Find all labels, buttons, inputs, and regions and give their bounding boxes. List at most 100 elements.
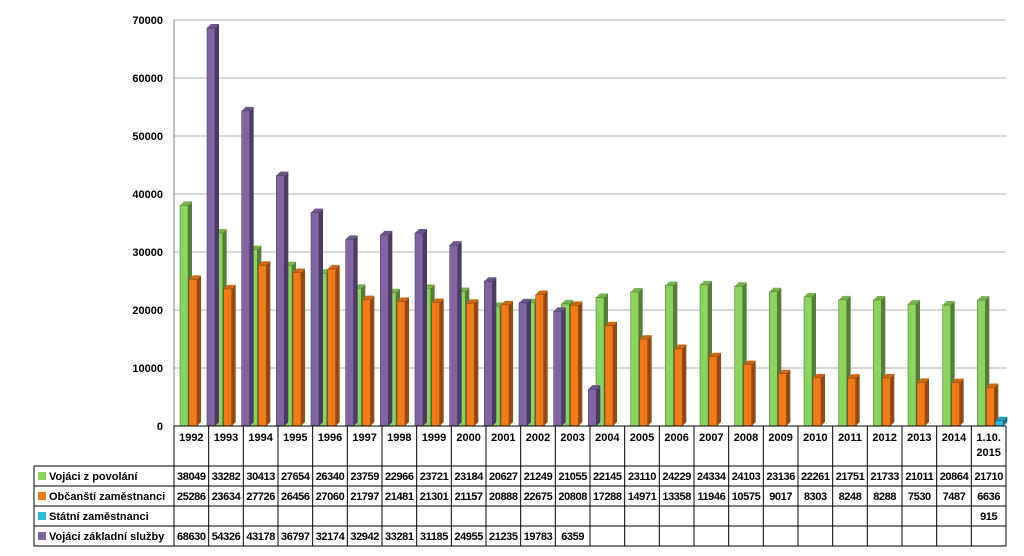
bar-front (665, 285, 674, 427)
bar-side (492, 277, 497, 426)
bar (500, 300, 513, 427)
bar-top (596, 293, 608, 298)
bar-side (249, 106, 254, 426)
bar-side (353, 235, 358, 426)
bar-front (907, 303, 917, 427)
data-label: 13358 (662, 491, 691, 503)
bar (708, 352, 721, 427)
bar-front (604, 325, 614, 427)
bar-front (292, 272, 302, 427)
bar-top (813, 373, 825, 378)
bar-side (717, 352, 721, 426)
bar-top (908, 300, 920, 305)
data-label: 27060 (316, 491, 345, 503)
data-label: 6359 (561, 531, 584, 543)
legend-swatch (38, 472, 46, 480)
bar-front (223, 288, 232, 427)
bar-front (847, 377, 856, 427)
x-tick-label: 2009 (768, 432, 792, 444)
data-label: 31185 (420, 531, 448, 543)
data-label: 22261 (801, 471, 830, 483)
bar (951, 378, 964, 427)
x-tick-label: 2006 (664, 432, 688, 444)
bar-front (414, 232, 424, 427)
bar-side (751, 360, 756, 426)
x-tick-label: 1994 (248, 432, 273, 444)
data-label: 21733 (870, 471, 899, 483)
bar-front (803, 296, 813, 427)
bar-top (665, 281, 678, 286)
data-label: 21157 (455, 491, 483, 503)
bar-side (301, 268, 305, 426)
data-label: 24334 (697, 471, 727, 483)
data-label: 27726 (246, 491, 275, 503)
bar (553, 307, 566, 427)
bar-top (466, 299, 479, 304)
x-tick-label: 1992 (179, 432, 203, 444)
x-tick-label: 2015 (976, 447, 1000, 459)
bar-top (917, 378, 929, 383)
data-label: 23634 (212, 491, 242, 503)
bar-front (310, 212, 320, 427)
data-label: 9017 (769, 491, 792, 503)
bar (570, 301, 583, 427)
data-label: 21249 (524, 471, 553, 483)
bar-side (786, 369, 791, 426)
bar-side (423, 228, 427, 426)
bar-front (838, 299, 847, 427)
data-label: 22675 (524, 491, 553, 503)
bar-top (847, 374, 860, 379)
bar-top (778, 369, 791, 374)
y-tick-label: 40000 (132, 189, 163, 201)
bar-top (561, 299, 574, 304)
data-label: 10575 (732, 491, 761, 503)
bar-top (189, 275, 201, 280)
legend-label: Vojáci základní služby (49, 531, 165, 543)
y-tick-label: 60000 (132, 73, 163, 85)
bar-top (327, 265, 340, 270)
data-label: 20864 (940, 471, 970, 483)
bar (847, 374, 860, 427)
y-tick-label: 50000 (132, 131, 163, 143)
data-label: 20888 (489, 491, 518, 503)
bar-side (319, 208, 323, 426)
bar-side (994, 383, 999, 426)
data-label: 21055 (558, 471, 587, 483)
bar-side (561, 307, 566, 426)
bar-side (925, 378, 929, 426)
bar-front (345, 239, 354, 427)
bar-side (405, 297, 409, 426)
bar-front (743, 364, 752, 427)
data-label: 21011 (905, 471, 933, 483)
bar-side (821, 373, 825, 426)
bar-top (838, 295, 851, 300)
data-label: 20627 (489, 471, 518, 483)
bar (986, 383, 999, 427)
y-tick-label: 10000 (132, 363, 163, 375)
bar-front (535, 294, 544, 427)
bar-side (578, 301, 583, 426)
bar (518, 298, 531, 427)
bar (604, 321, 617, 427)
data-label: 24103 (732, 471, 761, 483)
data-label: 26456 (281, 491, 310, 503)
bar-front (873, 299, 882, 427)
data-label: 11946 (697, 491, 725, 503)
bar-top (519, 298, 531, 303)
data-label: 30413 (246, 471, 275, 483)
bar-top (258, 261, 271, 266)
data-label: 22145 (593, 471, 622, 483)
bar-front (188, 279, 198, 427)
bar (327, 265, 340, 427)
y-tick-label: 30000 (132, 247, 163, 259)
data-label: 20808 (558, 491, 587, 503)
bar-side (370, 295, 375, 426)
bar-top (570, 301, 583, 306)
bar-front (380, 234, 389, 427)
bar-front (977, 299, 986, 427)
data-label: 21751 (836, 471, 865, 483)
bar-side (266, 261, 271, 426)
data-label: 7487 (943, 491, 966, 503)
bar-top (293, 268, 305, 273)
